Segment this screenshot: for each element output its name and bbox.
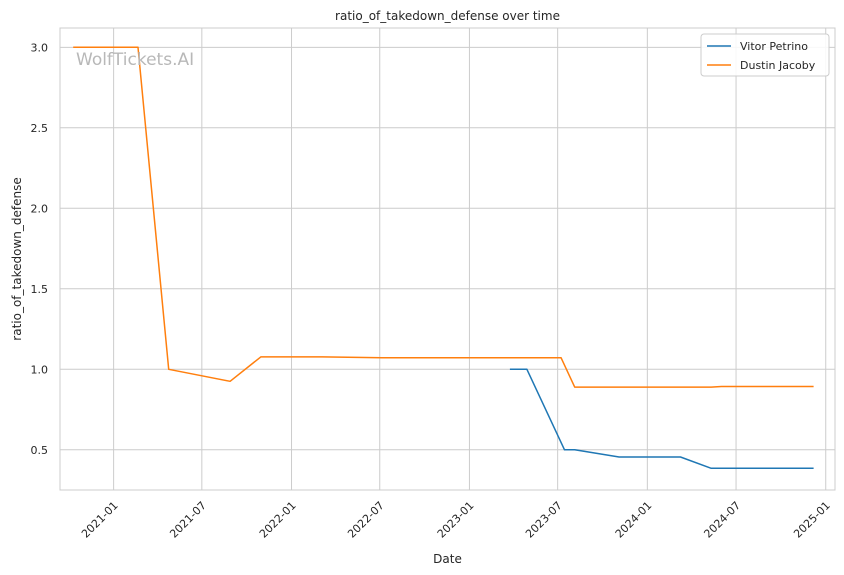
series-line-dustin-jacoby <box>73 46 814 388</box>
x-gridlines <box>113 28 827 490</box>
x-tick-label: 2021-07 <box>167 499 209 541</box>
y-tick-label: 1.0 <box>31 363 49 376</box>
y-tick-label: 0.5 <box>31 444 49 457</box>
x-tick-label: 2021-01 <box>79 499 121 541</box>
x-tick-label: 2023-01 <box>435 499 477 541</box>
x-tick-labels: 2021-01 2021-07 2022-01 2022-07 2023-01 2023-… <box>79 499 833 541</box>
x-tick-label: 2022-01 <box>257 499 299 541</box>
x-tick-label: 2024-07 <box>701 499 743 541</box>
plot-area <box>59 27 836 491</box>
series-lines <box>73 46 814 470</box>
y-tick-label: 1.5 <box>31 283 49 296</box>
series-line-vitor-petrino <box>509 368 814 470</box>
y-gridlines <box>60 46 835 451</box>
legend: Vitor Petrino Dustin Jacoby <box>700 33 830 77</box>
legend-label: Dustin Jacoby <box>740 59 816 72</box>
y-axis-label: ratio_of_takedown_defense <box>10 177 24 340</box>
x-axis-label: Date <box>433 552 462 566</box>
y-tick-labels: 0.5 1.0 1.5 2.0 2.5 3.0 <box>31 41 49 456</box>
legend-box <box>700 33 830 77</box>
watermark: WolfTickets.AI <box>76 50 194 70</box>
legend-label: Vitor Petrino <box>740 40 808 53</box>
x-tick-label: 2023-07 <box>523 499 565 541</box>
y-tick-label: 2.5 <box>31 122 49 135</box>
x-tick-label: 2022-07 <box>345 499 387 541</box>
y-tick-label: 2.0 <box>31 202 49 215</box>
y-tick-label: 3.0 <box>31 41 49 54</box>
chart-title: ratio_of_takedown_defense over time <box>335 9 560 23</box>
x-tick-label: 2025-01 <box>791 499 833 541</box>
x-tick-label: 2024-01 <box>613 499 655 541</box>
